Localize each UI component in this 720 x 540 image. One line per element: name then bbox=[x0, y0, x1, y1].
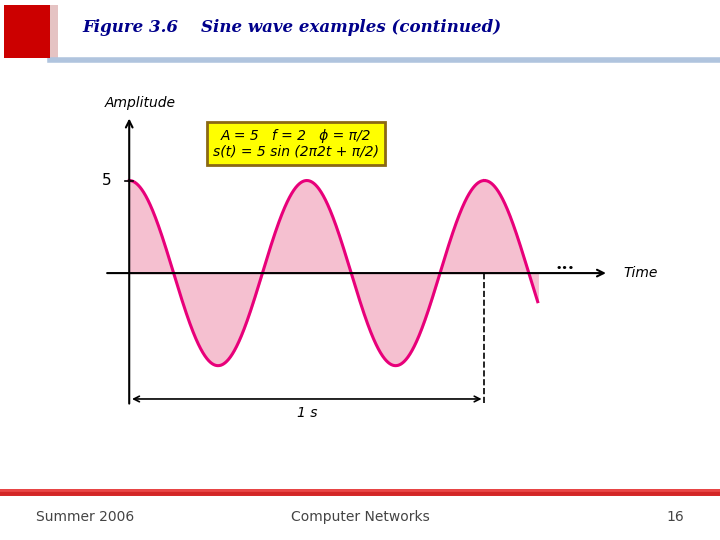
Text: Time: Time bbox=[623, 266, 657, 280]
Text: 1 s: 1 s bbox=[297, 407, 317, 420]
Text: ...: ... bbox=[555, 255, 575, 273]
Text: Computer Networks: Computer Networks bbox=[291, 510, 429, 524]
Text: Amplitude: Amplitude bbox=[104, 96, 176, 110]
Text: Figure 3.6    Sine wave examples (continued): Figure 3.6 Sine wave examples (continued… bbox=[83, 19, 502, 36]
FancyBboxPatch shape bbox=[4, 5, 50, 58]
Text: 5: 5 bbox=[102, 173, 112, 188]
FancyBboxPatch shape bbox=[49, 5, 58, 58]
Text: A = 5   f = 2   ϕ = π/2
s(t) = 5 sin (2π2t + π/2): A = 5 f = 2 ϕ = π/2 s(t) = 5 sin (2π2t +… bbox=[213, 129, 379, 159]
Text: Summer 2006: Summer 2006 bbox=[36, 510, 134, 524]
Text: 16: 16 bbox=[666, 510, 684, 524]
